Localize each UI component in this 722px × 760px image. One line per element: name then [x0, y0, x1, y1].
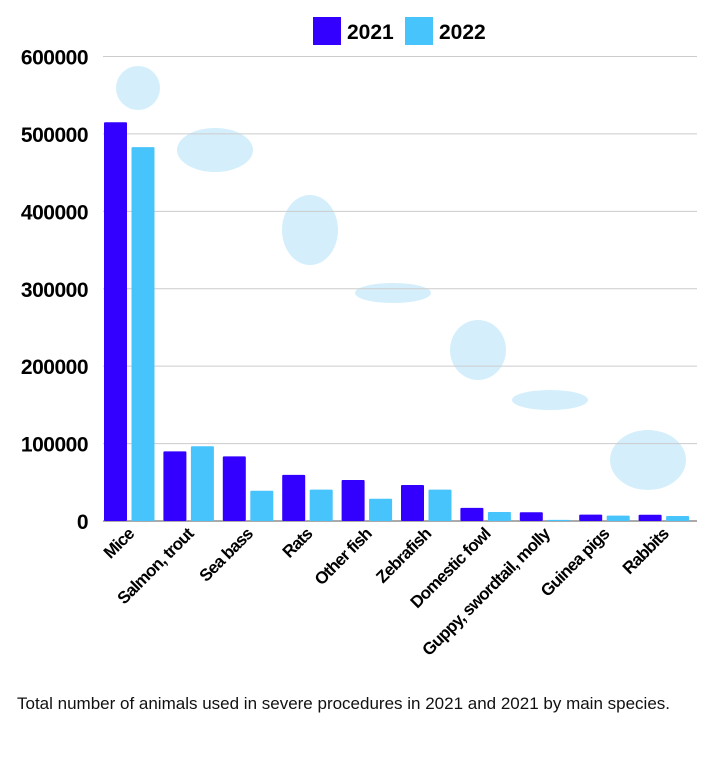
y-tick-label: 200000 [21, 356, 88, 379]
mouse-icon [116, 66, 160, 110]
bar-2022-salmon-trout [190, 446, 214, 521]
rabbit-icon [610, 430, 686, 490]
x-tick-label: Sea bass [196, 524, 257, 585]
bar-2022-guppy-swordtail-molly [547, 519, 571, 521]
bar-chart: 0 100000 200000 300000 400000 500000 600000 Mi… [21, 17, 697, 660]
x-tick-label: Other fish [311, 524, 376, 589]
bar-2021-rats [282, 474, 306, 521]
bar-2021-mice [104, 122, 127, 521]
x-tick-label: Zebrafish [372, 524, 435, 587]
y-tick-label: 500000 [21, 124, 88, 147]
bars [104, 122, 690, 521]
bar-2022-zebrafish [428, 489, 452, 521]
chicken-icon [450, 320, 506, 380]
fish-icon [355, 283, 431, 303]
bar-2021-domestic-fowl [460, 507, 484, 521]
bar-2021-salmon-trout [163, 451, 187, 521]
bar-2021-zebrafish [401, 485, 424, 521]
y-tick-label: 400000 [21, 201, 88, 224]
legend-swatch-2021 [313, 17, 341, 45]
bar-2021-guinea-pigs [579, 514, 603, 521]
x-tick-label: Rats [279, 524, 316, 561]
y-tick-label: 100000 [21, 434, 88, 457]
chart-caption: Total number of animals used in severe p… [17, 694, 670, 713]
animal-silhouettes [116, 66, 686, 490]
bar-2022-other-fish [369, 498, 393, 521]
x-tick-label: Rabbits [619, 524, 673, 578]
guppy-icon [512, 390, 588, 410]
y-tick-label: 0 [77, 511, 88, 534]
x-tick-label: Mice [100, 524, 138, 562]
bar-2022-sea-bass [250, 490, 274, 521]
bar-2022-mice [131, 147, 155, 521]
bar-2021-rabbits [638, 514, 662, 521]
bar-2022-rats [309, 489, 333, 521]
legend-label-2022: 2022 [439, 21, 486, 44]
legend: 2021 2022 [313, 17, 486, 45]
bar-2021-sea-bass [222, 456, 246, 521]
rat-icon [282, 195, 338, 265]
y-tick-label: 600000 [21, 47, 88, 70]
salmon-icon [177, 128, 253, 172]
bar-2021-guppy-swordtail-molly [519, 512, 543, 521]
y-tick-label: 300000 [21, 279, 88, 302]
bar-2021-other-fish [341, 479, 365, 521]
legend-label-2021: 2021 [347, 21, 394, 44]
bar-2022-rabbits [666, 515, 690, 521]
legend-swatch-2022 [405, 17, 433, 45]
gridlines: 0 100000 200000 300000 400000 500000 600000 [21, 47, 697, 534]
bar-2022-domestic-fowl [487, 511, 511, 521]
bar-2022-guinea-pigs [606, 515, 630, 521]
